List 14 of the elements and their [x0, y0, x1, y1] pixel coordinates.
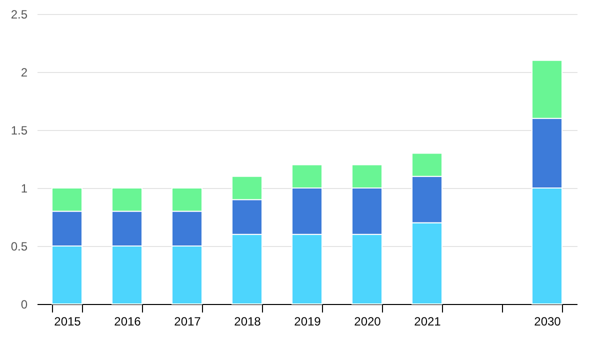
y-tick-label: 1.5 — [10, 124, 28, 138]
y-tick-label: 0 — [20, 298, 28, 312]
x-tick-label: 2017 — [174, 314, 202, 328]
x-tick-label: 2021 — [414, 314, 442, 328]
x-tick-label: 2016 — [114, 314, 142, 328]
y-tick-label: 2.5 — [10, 8, 28, 22]
y-tick-label: 1 — [20, 182, 28, 196]
x-tick-label: 2020 — [354, 314, 382, 328]
x-tick-label: 2019 — [294, 314, 322, 328]
x-tick-label: 2030 — [534, 314, 562, 328]
y-tick-label: 2 — [20, 66, 28, 80]
x-tick-label: 2015 — [54, 314, 82, 328]
y-tick-label: 0.5 — [10, 240, 28, 254]
x-tick-label: 2018 — [234, 314, 262, 328]
